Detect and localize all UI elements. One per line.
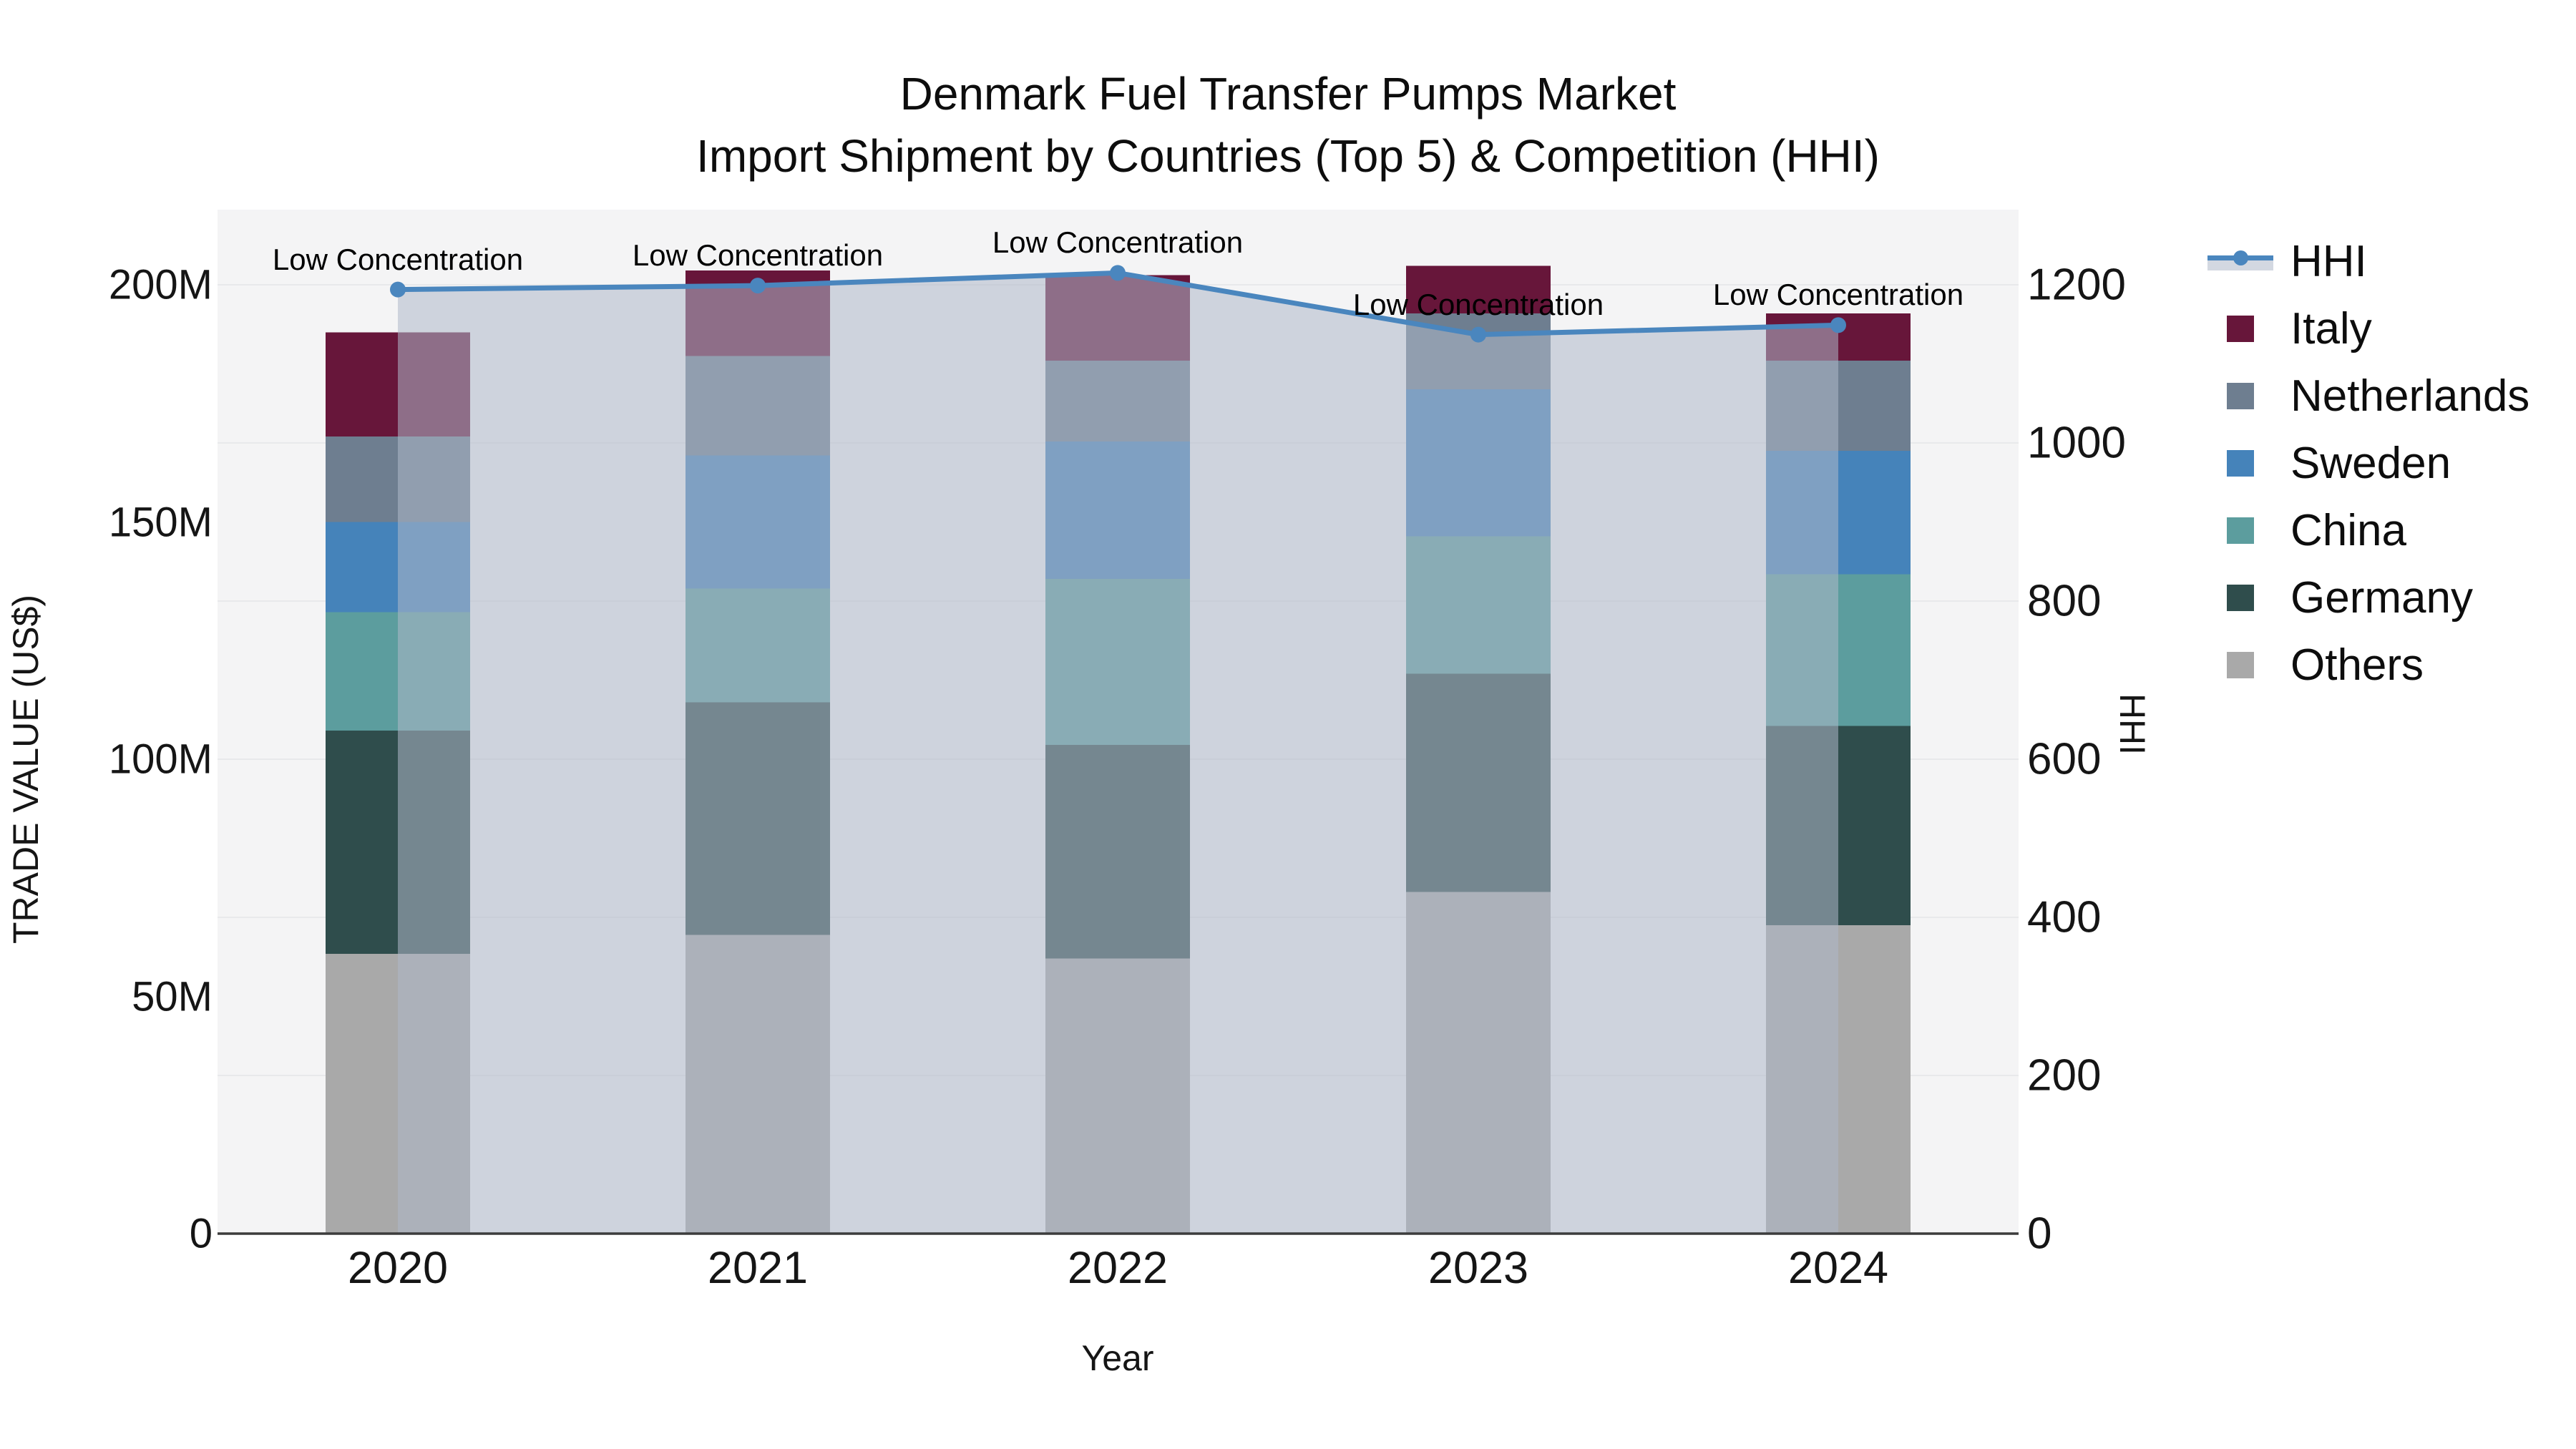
series-swatch-icon <box>2207 380 2273 411</box>
x-tick-2022: 2022 <box>1067 1243 1169 1293</box>
y-right-tick-400: 400 <box>2027 892 2102 942</box>
hhi-area-fill <box>398 273 1838 1234</box>
series-swatch-icon <box>2207 313 2273 344</box>
legend-item-china[interactable]: China <box>2207 497 2572 564</box>
y-left-tick-0: 0 <box>189 1210 213 1257</box>
y-left-tick-200M: 200M <box>108 261 213 308</box>
annotation-low-concentration-2023: Low Concentration <box>1352 287 1604 321</box>
hhi-point-2024[interactable] <box>1830 317 1846 333</box>
legend-item-sweden[interactable]: Sweden <box>2207 429 2572 497</box>
chart-title-line1: Denmark Fuel Transfer Pumps Market <box>899 68 1677 119</box>
hhi-point-2020[interactable] <box>390 281 406 298</box>
legend-item-netherlands[interactable]: Netherlands <box>2207 362 2572 429</box>
series-swatch-icon <box>2207 514 2273 546</box>
y-left-tick-150M: 150M <box>108 499 213 545</box>
x-tick-2024: 2024 <box>1787 1243 1889 1293</box>
x-tick-2021: 2021 <box>707 1243 809 1293</box>
hhi-point-2023[interactable] <box>1470 326 1486 343</box>
series-swatch-icon <box>2207 649 2273 680</box>
legend-label: Italy <box>2290 303 2372 353</box>
chart-title-line2: Import Shipment by Countries (Top 5) & C… <box>696 130 1880 182</box>
y-left-tick-50M: 50M <box>132 973 213 1020</box>
x-tick-2023: 2023 <box>1428 1243 1529 1293</box>
annotation-low-concentration-2020: Low Concentration <box>272 242 524 276</box>
y-right-tick-800: 800 <box>2027 576 2102 626</box>
y-right-axis-title: HHI <box>2112 693 2152 756</box>
hhi-line-icon <box>2207 245 2273 277</box>
legend-item-hhi[interactable]: HHI <box>2207 228 2572 295</box>
y-right-tick-1000: 1000 <box>2027 418 2126 468</box>
annotation-low-concentration-2021: Low Concentration <box>632 238 884 273</box>
y-left-axis-title: TRADE VALUE (US$) <box>6 594 46 945</box>
x-axis-title: Year <box>1081 1338 1154 1378</box>
legend-label: Sweden <box>2290 438 2451 488</box>
annotation-low-concentration-2024: Low Concentration <box>1712 278 1964 312</box>
legend-item-italy[interactable]: Italy <box>2207 295 2572 362</box>
y-right-tick-1200: 1200 <box>2027 260 2126 310</box>
series-swatch-icon <box>2207 582 2273 613</box>
legend-label: Others <box>2290 640 2424 690</box>
legend-label: Germany <box>2290 572 2473 623</box>
hhi-point-2021[interactable] <box>750 278 766 294</box>
y-right-tick-0: 0 <box>2027 1209 2052 1259</box>
legend-label: Netherlands <box>2290 371 2530 421</box>
chart-title: Denmark Fuel Transfer Pumps Market Impor… <box>0 63 2576 187</box>
y-left-tick-100M: 100M <box>108 736 213 783</box>
hhi-point-2022[interactable] <box>1110 265 1126 281</box>
legend: HHI Italy Netherlands Sweden China Germany Oth… <box>2207 228 2572 698</box>
legend-label: HHI <box>2290 236 2367 286</box>
legend-item-germany[interactable]: Germany <box>2207 564 2572 631</box>
x-tick-2020: 2020 <box>347 1243 449 1293</box>
annotation-low-concentration-2022: Low Concentration <box>992 225 1244 260</box>
legend-label: China <box>2290 505 2406 555</box>
y-right-tick-600: 600 <box>2027 734 2102 784</box>
y-right-tick-200: 200 <box>2027 1050 2102 1101</box>
series-swatch-icon <box>2207 447 2273 479</box>
bar-segment-italy-2023[interactable] <box>1406 265 1551 313</box>
legend-item-others[interactable]: Others <box>2207 631 2572 698</box>
